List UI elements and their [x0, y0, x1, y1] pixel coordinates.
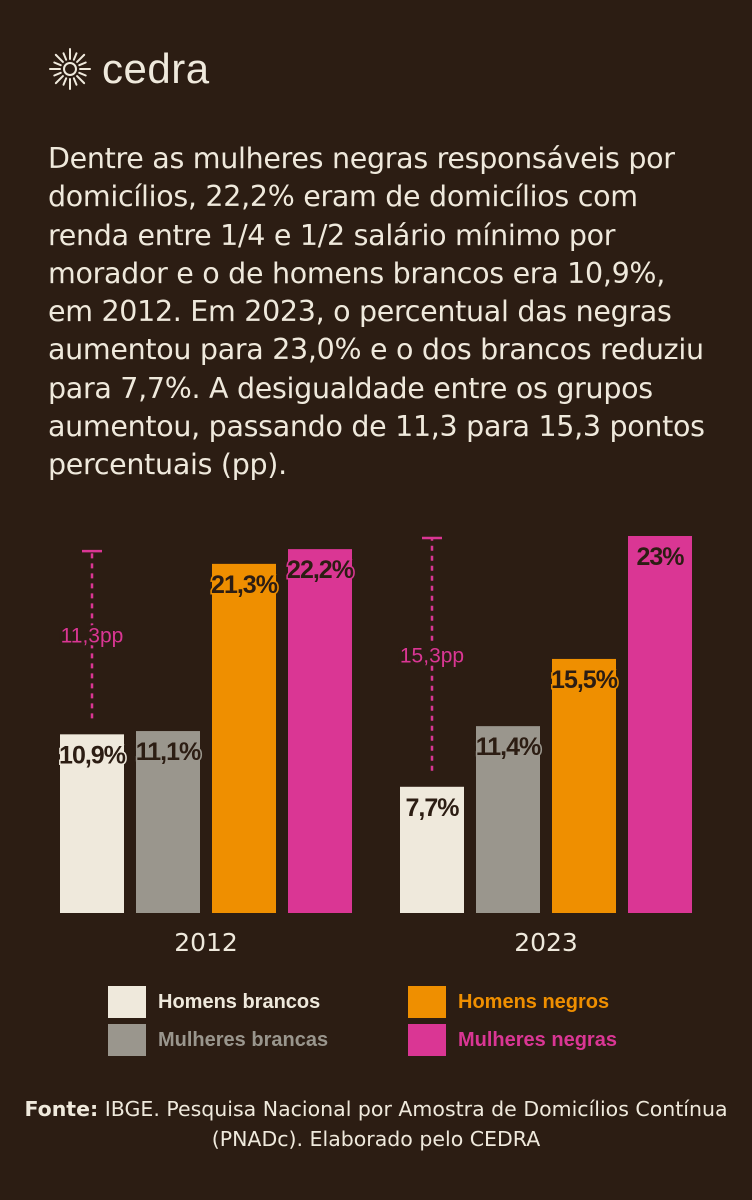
bar-value-label: 10,9% — [59, 741, 126, 769]
bar-value-label: 15,5% — [551, 666, 618, 694]
legend-item-mulheres-brancas: Mulheres brancas — [108, 1024, 328, 1056]
legend-swatch — [408, 986, 446, 1018]
legend-item-homens-negros: Homens negros — [408, 986, 609, 1018]
brand-name: cedra — [102, 45, 210, 92]
source-text: IBGE. Pesquisa Nacional por Amostra de D… — [98, 1097, 728, 1151]
chart-legend: Homens brancos Homens negros Mulheres br… — [108, 986, 708, 1058]
legend-swatch — [108, 986, 146, 1018]
legend-label: Mulheres brancas — [158, 1028, 329, 1051]
bar — [552, 658, 616, 913]
bar-value-label: 23% — [636, 543, 684, 571]
legend-swatch — [108, 1024, 146, 1056]
legend-item-mulheres-negras: Mulheres negras — [408, 1024, 617, 1056]
source-prefix: Fonte: — [24, 1097, 99, 1121]
bar-value-label: 11,4% — [476, 733, 541, 761]
gap-annotation-label: 11,3pp — [61, 625, 124, 648]
bar-value-label: 11,1% — [136, 738, 201, 766]
legend-label: Homens brancos — [158, 990, 321, 1013]
sun-burst-icon — [49, 48, 91, 90]
legend-item-homens-brancos: Homens brancos — [108, 986, 320, 1018]
bar — [136, 731, 200, 913]
year-label: 2012 — [174, 928, 238, 957]
bar — [400, 786, 464, 913]
year-label: 2023 — [514, 928, 578, 957]
bar-chart: 10,9% 11,1% 21,3% 22,2% 2012 11,3pp 7,7% 11,4% 1… — [58, 536, 692, 957]
gap-annotation-label: 15,3pp — [400, 644, 464, 667]
legend-label: Homens negros — [458, 990, 610, 1013]
bar — [476, 726, 540, 913]
bar — [60, 734, 124, 913]
bar-value-label: 22,2% — [287, 556, 354, 584]
intro-paragraph: Dentre as mulheres negras responsáveis p… — [48, 142, 705, 482]
bar-value-label: 7,7% — [406, 794, 460, 822]
legend-swatch — [408, 1024, 446, 1056]
bar — [212, 563, 276, 913]
legend-label: Mulheres negras — [458, 1028, 617, 1051]
bar-value-label: 21,3% — [211, 571, 278, 599]
brand-logo: cedra — [48, 46, 210, 92]
bar — [288, 549, 352, 913]
bar — [628, 536, 692, 913]
source-note: Fonte: IBGE. Pesquisa Nacional por Amost… — [0, 1094, 752, 1154]
